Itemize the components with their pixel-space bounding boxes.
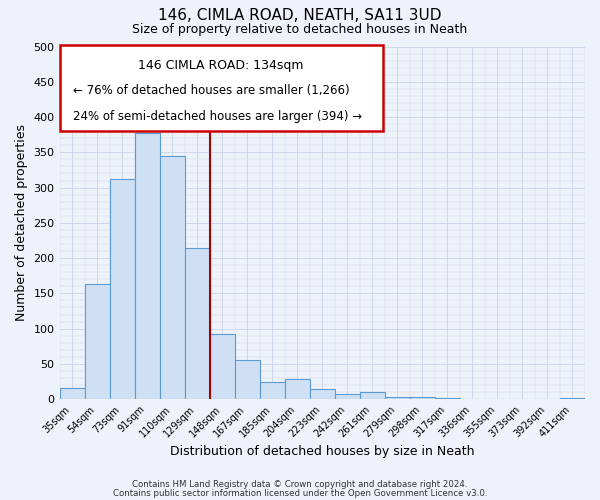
Text: ← 76% of detached houses are smaller (1,266): ← 76% of detached houses are smaller (1,… — [73, 84, 349, 96]
X-axis label: Distribution of detached houses by size in Neath: Distribution of detached houses by size … — [170, 444, 475, 458]
Bar — [110, 179, 134, 399]
Bar — [134, 134, 160, 399]
Y-axis label: Number of detached properties: Number of detached properties — [15, 124, 28, 322]
Text: 146, CIMLA ROAD, NEATH, SA11 3UD: 146, CIMLA ROAD, NEATH, SA11 3UD — [158, 8, 442, 22]
Bar — [435, 398, 460, 399]
Bar — [160, 156, 185, 399]
Bar — [85, 284, 110, 399]
Text: Contains HM Land Registry data © Crown copyright and database right 2024.: Contains HM Land Registry data © Crown c… — [132, 480, 468, 489]
FancyBboxPatch shape — [59, 44, 383, 131]
Bar — [410, 397, 435, 399]
Bar — [59, 388, 85, 399]
Bar — [209, 334, 235, 399]
Bar — [360, 392, 385, 399]
Bar — [285, 378, 310, 399]
Text: 146 CIMLA ROAD: 134sqm: 146 CIMLA ROAD: 134sqm — [139, 59, 304, 72]
Bar — [185, 248, 209, 399]
Text: Size of property relative to detached houses in Neath: Size of property relative to detached ho… — [133, 22, 467, 36]
Bar — [335, 394, 360, 399]
Bar — [235, 360, 260, 399]
Text: 24% of semi-detached houses are larger (394) →: 24% of semi-detached houses are larger (… — [73, 110, 362, 123]
Bar — [260, 382, 285, 399]
Bar — [385, 397, 410, 399]
Bar — [560, 398, 585, 399]
Text: Contains public sector information licensed under the Open Government Licence v3: Contains public sector information licen… — [113, 488, 487, 498]
Bar — [310, 388, 335, 399]
